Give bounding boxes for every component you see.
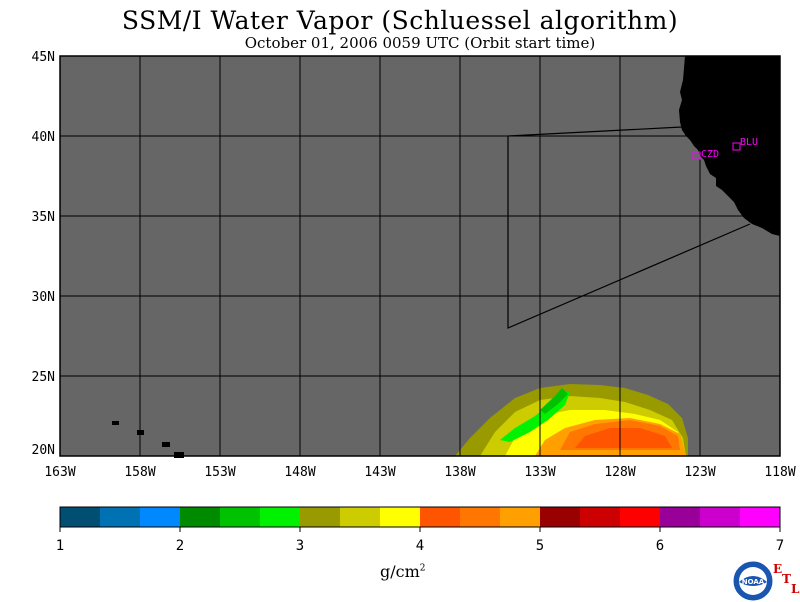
lon-label: 128W bbox=[604, 465, 635, 480]
colorbar-swatch bbox=[100, 507, 141, 527]
colorbar-swatch bbox=[740, 507, 781, 527]
colorbar-tick-label: 3 bbox=[296, 538, 304, 554]
lat-label: 20N bbox=[32, 443, 55, 458]
lat-label: 45N bbox=[32, 50, 55, 65]
study-domain-outline bbox=[507, 126, 751, 329]
colorbar-swatch bbox=[620, 507, 661, 527]
colorbar-swatch bbox=[420, 507, 461, 527]
swath-darkgreen bbox=[540, 388, 568, 414]
colorbar-swatch bbox=[180, 507, 221, 527]
no-data-area bbox=[60, 56, 780, 456]
lat-label: 25N bbox=[32, 370, 55, 385]
lon-label: 153W bbox=[204, 465, 235, 480]
noaa-logo: NOAA bbox=[732, 560, 774, 602]
station-blu-marker bbox=[732, 142, 741, 151]
etl-letter-t: T bbox=[782, 572, 791, 586]
map-subtitle: October 01, 2006 0059 UTC (Orbit start t… bbox=[244, 34, 596, 52]
colorbar-swatch bbox=[220, 507, 261, 527]
lon-label: 118W bbox=[764, 465, 795, 480]
hawaiian-islands bbox=[112, 421, 184, 458]
island-oahu bbox=[137, 430, 144, 435]
colorbar-swatch bbox=[500, 507, 541, 527]
etl-letter-e: E bbox=[773, 562, 783, 576]
lat-label: 30N bbox=[32, 290, 55, 305]
latitude-labels: 45N 40N 35N 30N 25N 20N bbox=[32, 50, 55, 458]
colorbar-swatch bbox=[300, 507, 341, 527]
lat-label: 40N bbox=[32, 130, 55, 145]
colorbar bbox=[59, 506, 781, 528]
colorbar-unit: g/cm2 bbox=[380, 562, 426, 581]
station-czd-marker bbox=[692, 151, 701, 160]
noaa-logo-text: NOAA bbox=[742, 578, 765, 586]
map-title: SSM/I Water Vapor (Schluessel algorithm) bbox=[121, 6, 679, 35]
island-kauai bbox=[112, 421, 119, 425]
lon-label: 133W bbox=[524, 465, 555, 480]
colorbar-tick-label: 2 bbox=[176, 538, 184, 554]
colorbar-swatch bbox=[580, 507, 621, 527]
colorbar-tick-label: 5 bbox=[536, 538, 544, 554]
island-big bbox=[174, 452, 184, 458]
colorbar-swatch bbox=[460, 507, 501, 527]
colorbar-swatch bbox=[140, 507, 181, 527]
colorbar-swatch bbox=[340, 507, 381, 527]
lon-label: 163W bbox=[44, 465, 75, 480]
colorbar-swatch bbox=[540, 507, 581, 527]
water-vapor-swath bbox=[455, 384, 688, 456]
etl-letter-l: L bbox=[791, 582, 800, 596]
north-america-land bbox=[679, 56, 780, 236]
lon-label: 158W bbox=[124, 465, 155, 480]
colorbar-tick-label: 1 bbox=[56, 538, 64, 554]
colorbar-ticks: 1 2 3 4 5 6 7 bbox=[56, 527, 784, 554]
noaa-logo-bird bbox=[739, 576, 767, 586]
colorbar-swatch bbox=[380, 507, 421, 527]
lon-label: 148W bbox=[284, 465, 315, 480]
lon-label: 138W bbox=[444, 465, 475, 480]
colorbar-swatch bbox=[260, 507, 301, 527]
station-markers: CZD BLU bbox=[692, 137, 758, 160]
lon-label: 123W bbox=[684, 465, 715, 480]
colorbar-tick-label: 6 bbox=[656, 538, 664, 554]
colorbar-swatch bbox=[700, 507, 741, 527]
colorbar-swatch bbox=[660, 507, 701, 527]
station-czd-label: CZD bbox=[701, 149, 719, 160]
colorbar-swatch bbox=[60, 507, 101, 527]
colorbar-tick-label: 7 bbox=[776, 538, 784, 554]
lon-label: 143W bbox=[364, 465, 395, 480]
swath-redorange bbox=[575, 428, 672, 448]
longitude-labels: 163W 158W 153W 148W 143W 138W 133W 128W 123W 118W bbox=[44, 465, 795, 480]
lat-label: 35N bbox=[32, 210, 55, 225]
graticule bbox=[60, 56, 780, 456]
map-frame bbox=[59, 55, 781, 457]
station-blu-label: BLU bbox=[740, 137, 758, 148]
colorbar-tick-label: 4 bbox=[416, 538, 424, 554]
island-maui bbox=[162, 442, 170, 447]
